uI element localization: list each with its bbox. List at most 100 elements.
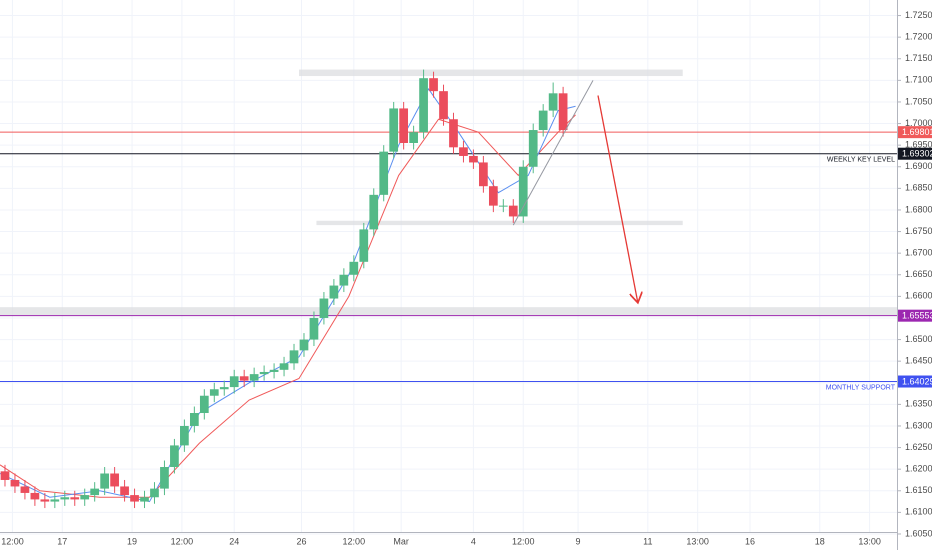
candle-body xyxy=(110,473,119,487)
x-tick-label: 9 xyxy=(576,536,581,546)
moving-average xyxy=(0,88,576,503)
y-tick-label: 1.62000 xyxy=(905,464,932,474)
y-tick-label: 1.69500 xyxy=(905,140,932,150)
candle-body xyxy=(558,93,568,131)
y-tick-label: 1.70500 xyxy=(905,96,932,106)
candle-body xyxy=(40,499,50,502)
candle-body xyxy=(140,497,149,502)
x-tick-label: 13:00 xyxy=(858,536,881,546)
y-tick-label: 1.60500 xyxy=(905,528,932,538)
level-label-box xyxy=(898,309,932,322)
y-tick-label: 1.68500 xyxy=(905,183,932,193)
x-tick-label: 24 xyxy=(229,536,239,546)
y-tick-label: 1.66000 xyxy=(905,291,932,301)
y-tick-label: 1.61000 xyxy=(905,507,932,517)
y-tick-label: 1.62500 xyxy=(905,442,932,452)
candle-body xyxy=(449,119,458,148)
candle-body xyxy=(488,186,498,206)
candle-body xyxy=(479,162,488,187)
candle-body xyxy=(100,473,110,489)
y-tick-label: 1.70000 xyxy=(905,118,932,128)
y-tick-label: 1.72500 xyxy=(905,10,932,20)
y-tick-label: 1.67500 xyxy=(905,226,932,236)
candle-body xyxy=(120,486,129,496)
y-tick-label: 1.72000 xyxy=(905,32,932,42)
candle-body xyxy=(130,495,139,502)
x-tick-label: 4 xyxy=(471,536,476,546)
y-tick-label: 1.64500 xyxy=(905,356,932,366)
level-label-box xyxy=(898,126,932,139)
zone xyxy=(299,69,683,77)
candle-body xyxy=(20,486,30,493)
candle-body xyxy=(399,108,409,143)
y-tick-label: 1.68000 xyxy=(905,204,932,214)
candle-body xyxy=(528,130,538,167)
level-note: MONTHLY SUPPORT xyxy=(826,384,896,391)
candle-body xyxy=(289,350,299,364)
candle-body xyxy=(259,371,269,375)
level-label-box xyxy=(898,147,932,160)
candle-body xyxy=(469,155,478,163)
candle-body xyxy=(30,492,40,500)
candle-body xyxy=(50,499,60,502)
y-tick-label: 1.66500 xyxy=(905,269,932,279)
candle-body xyxy=(538,110,548,131)
candle-body xyxy=(389,108,399,152)
candle-body xyxy=(518,166,528,217)
x-tick-label: 16 xyxy=(745,536,755,546)
candle-body xyxy=(180,425,189,446)
trendline xyxy=(512,80,594,226)
candle-body xyxy=(379,151,389,195)
x-tick-label: 12:00 xyxy=(171,536,194,546)
x-tick-label: 12:00 xyxy=(1,536,24,546)
candle-body xyxy=(269,369,279,372)
candle-body xyxy=(60,497,70,500)
x-tick-label: 13:00 xyxy=(686,536,709,546)
candle-body xyxy=(299,339,309,351)
y-tick-label: 1.69000 xyxy=(905,161,932,171)
candle-body xyxy=(160,467,169,489)
candle-body xyxy=(80,495,90,500)
candle-body xyxy=(339,274,349,286)
candle-body xyxy=(249,374,259,381)
x-tick-label: 11 xyxy=(643,536,652,546)
x-tick-label: 19 xyxy=(127,536,137,546)
moving-average xyxy=(0,114,576,498)
zone xyxy=(316,220,683,226)
x-tick-label: 12:00 xyxy=(512,536,535,546)
candle-body xyxy=(189,413,199,426)
x-tick-label: 12:00 xyxy=(343,536,366,546)
level-note: WEEKLY KEY LEVEL xyxy=(827,157,895,164)
candle-body xyxy=(349,261,359,275)
level-label: 1.64029 xyxy=(902,376,932,386)
candle-body xyxy=(10,479,20,487)
y-tick-label: 1.65000 xyxy=(905,334,932,344)
candle-body xyxy=(409,132,418,143)
candle-body xyxy=(459,147,468,156)
y-tick-label: 1.71500 xyxy=(905,53,932,63)
candle-body xyxy=(150,488,159,498)
y-tick-label: 1.71000 xyxy=(905,75,932,85)
candle-body xyxy=(419,78,428,133)
candle-body xyxy=(508,205,518,217)
x-tick-label: Mar xyxy=(393,536,409,546)
y-tick-label: 1.67000 xyxy=(905,248,932,258)
candle-body xyxy=(329,285,339,299)
level-label: 1.69801 xyxy=(902,127,932,137)
candle-body xyxy=(90,488,100,496)
y-tick-label: 1.63500 xyxy=(905,399,932,409)
candle-body xyxy=(439,91,448,120)
candle-body xyxy=(498,205,508,207)
candle-body xyxy=(309,317,319,340)
candle-body xyxy=(429,78,438,92)
candle-body xyxy=(279,363,289,370)
level-label: 1.65553 xyxy=(902,311,932,321)
candle-body xyxy=(359,229,369,262)
candle-body xyxy=(170,445,179,468)
candle-body xyxy=(229,376,239,388)
level-label-box xyxy=(898,375,932,388)
zone xyxy=(0,307,897,316)
y-tick-label: 1.61500 xyxy=(905,485,932,495)
